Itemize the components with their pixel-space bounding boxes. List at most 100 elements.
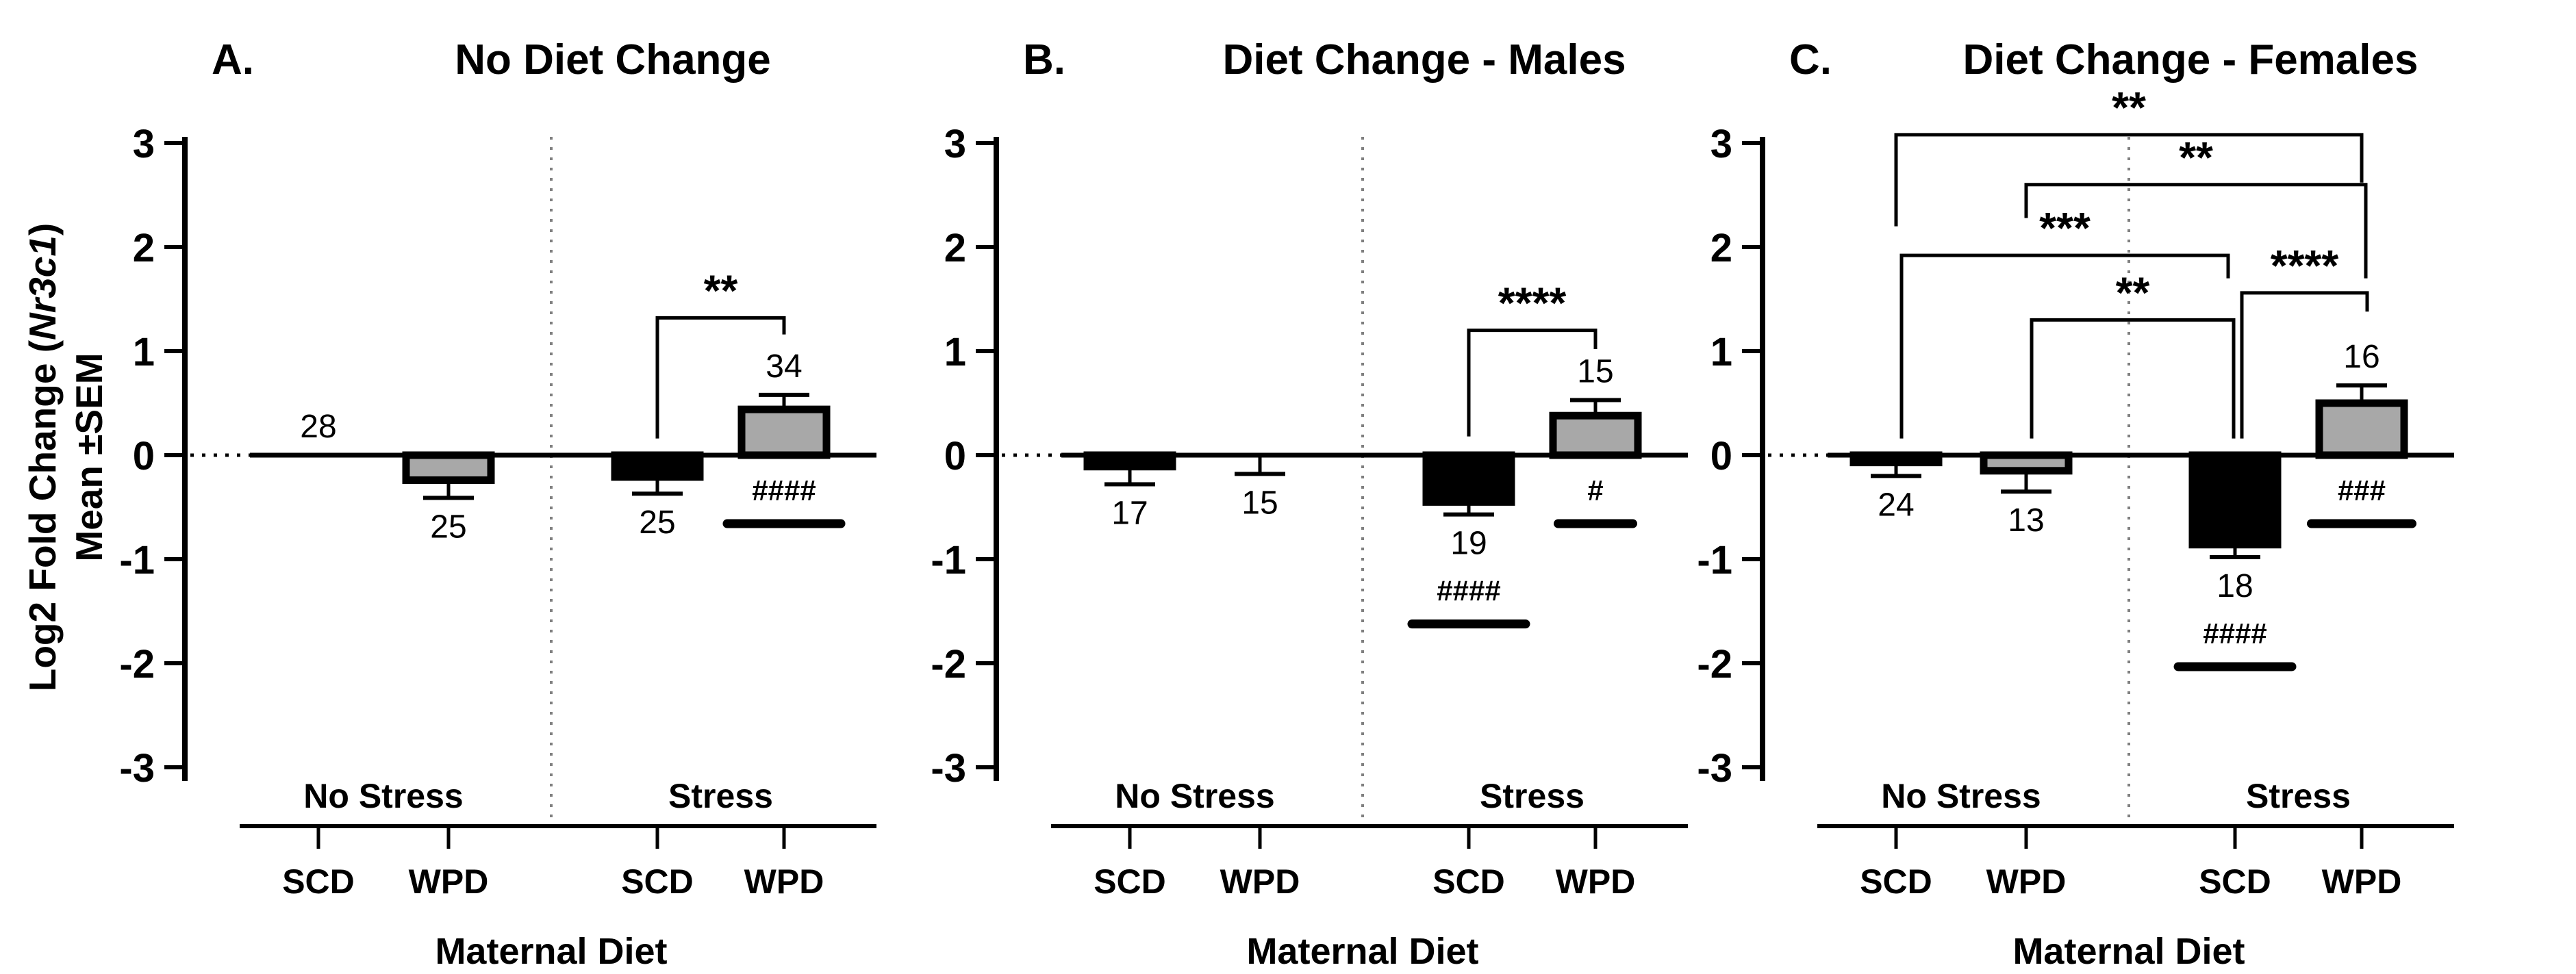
group-label-stress: Stress bbox=[2246, 777, 2351, 815]
bar-group-no-stress-scd: 17 bbox=[1083, 451, 1176, 532]
sample-size-label: 25 bbox=[430, 509, 466, 545]
bar-group-stress-wpd: 15 # bbox=[1549, 353, 1642, 528]
panel-c: C. Diet Change - Females 3 2 1 0 -1 -2 -3 24 13 18 #… bbox=[1697, 36, 2454, 972]
x-axis-label: Maternal Diet bbox=[435, 931, 667, 972]
group-label-stress: Stress bbox=[1480, 777, 1584, 815]
diet-category-label: WPD bbox=[409, 862, 489, 901]
y-tick-label: 0 bbox=[133, 434, 155, 478]
panel-title: No Diet Change bbox=[455, 36, 771, 84]
significance-asterisks: ** bbox=[2179, 133, 2213, 182]
diet-category-label: SCD bbox=[1860, 862, 1932, 901]
bar-group-no-stress-scd: 24 bbox=[1849, 451, 1943, 523]
y-tick-label: 2 bbox=[944, 226, 966, 270]
bar bbox=[1549, 411, 1642, 459]
y-axis-label-line2: Mean ±SEM bbox=[68, 353, 110, 562]
panel-title: Diet Change - Females bbox=[1963, 36, 2419, 84]
diet-category-label: SCD bbox=[282, 862, 355, 901]
sample-size-label: 15 bbox=[1241, 485, 1278, 521]
significance-bracket bbox=[2030, 318, 2236, 439]
y-tick-label: 3 bbox=[944, 122, 966, 166]
bar-group-stress-scd: 18 #### bbox=[2173, 451, 2297, 671]
group-label-stress: Stress bbox=[668, 777, 773, 815]
y-axis-label-prefix: Log2 Fold Change ( bbox=[21, 339, 64, 692]
hash-significance-marker: #### bbox=[752, 474, 816, 507]
y-tick-label: 3 bbox=[1710, 122, 1732, 166]
bar-group-stress-wpd: 16 ### bbox=[2307, 339, 2416, 528]
significance-bracket bbox=[1467, 329, 1598, 437]
sample-size-label: 19 bbox=[1450, 526, 1487, 562]
significance-bracket bbox=[655, 316, 786, 439]
panel-a: A. No Diet Change 3 2 1 0 -1 -2 -3 28 25 25 34 #### **… bbox=[119, 36, 876, 972]
diet-category-label: WPD bbox=[2322, 862, 2402, 901]
panel-letter: A. bbox=[212, 36, 254, 84]
sample-size-label: 15 bbox=[1577, 353, 1613, 389]
y-tick-label: -2 bbox=[931, 642, 966, 687]
y-tick-label: -3 bbox=[1697, 746, 1732, 791]
bar bbox=[1422, 451, 1515, 506]
significance-bracket bbox=[1899, 253, 2230, 439]
y-tick-label: 1 bbox=[944, 330, 966, 374]
y-tick-label: 0 bbox=[1710, 434, 1732, 478]
panel-letter: C. bbox=[1789, 36, 1832, 84]
panel-letter: B. bbox=[1023, 36, 1065, 84]
y-tick-label: -2 bbox=[119, 642, 155, 687]
sample-size-label: 13 bbox=[2008, 502, 2044, 539]
y-tick-label: -1 bbox=[1697, 538, 1732, 582]
y-tick-label: -3 bbox=[931, 746, 966, 791]
bar bbox=[611, 451, 704, 481]
bar bbox=[737, 405, 831, 459]
bar-group-no-stress-wpd: 13 bbox=[1980, 451, 2073, 539]
sample-size-label: 18 bbox=[2217, 568, 2253, 604]
y-tick-label: -2 bbox=[1697, 642, 1732, 687]
y-tick-label: 3 bbox=[133, 122, 155, 166]
sample-size-label: 25 bbox=[639, 504, 675, 541]
panel-title: Diet Change - Males bbox=[1222, 36, 1626, 84]
diet-category-label: SCD bbox=[2199, 862, 2271, 901]
diet-category-label: WPD bbox=[1220, 862, 1300, 901]
group-label-no-stress: No Stress bbox=[1115, 777, 1274, 815]
y-tick-label: -1 bbox=[931, 538, 966, 582]
y-tick-label: 2 bbox=[1710, 226, 1732, 270]
diet-category-label: WPD bbox=[1986, 862, 2067, 901]
bar-group-stress-scd: 25 bbox=[611, 451, 704, 541]
hash-significance-marker: # bbox=[1587, 474, 1603, 507]
sample-size-label: 34 bbox=[766, 348, 802, 385]
significance-bracket bbox=[2024, 183, 2368, 279]
hash-significance-marker: #### bbox=[1437, 575, 1500, 607]
y-tick-label: 1 bbox=[133, 330, 155, 374]
significance-bracket bbox=[2240, 291, 2369, 439]
y-tick-label: -1 bbox=[119, 538, 155, 582]
diet-category-label: SCD bbox=[1094, 862, 1166, 901]
significance-asterisks: **** bbox=[1498, 279, 1567, 328]
significance-bracket bbox=[1894, 133, 2364, 227]
diet-category-label: SCD bbox=[621, 862, 694, 901]
bar-group-no-stress-wpd: 15 bbox=[1235, 457, 1285, 521]
sample-size-label: 16 bbox=[2343, 339, 2379, 375]
y-tick-label: 2 bbox=[133, 226, 155, 270]
bar-group-no-stress-wpd: 25 bbox=[402, 451, 495, 545]
x-axis-label: Maternal Diet bbox=[2012, 931, 2245, 972]
significance-asterisks: *** bbox=[2039, 203, 2091, 253]
diet-category-label: WPD bbox=[1556, 862, 1636, 901]
bar bbox=[2315, 399, 2408, 459]
group-label-no-stress: No Stress bbox=[1881, 777, 2041, 815]
diet-category-label: SCD bbox=[1432, 862, 1505, 901]
x-axis-label: Maternal Diet bbox=[1246, 931, 1478, 972]
bar-group-stress-wpd: 34 #### bbox=[722, 348, 846, 528]
sample-size-label: 28 bbox=[300, 409, 336, 445]
y-tick-label: -3 bbox=[119, 746, 155, 791]
y-tick-label: 1 bbox=[1710, 330, 1732, 374]
sample-size-label: 24 bbox=[1878, 487, 1914, 523]
hash-significance-marker: ### bbox=[2338, 474, 2386, 507]
bar-group-no-stress-scd: 28 bbox=[300, 409, 336, 445]
y-axis-label-suffix: ) bbox=[21, 222, 64, 236]
bar bbox=[402, 451, 495, 484]
y-axis-label-gene-italic: Nr3c1 bbox=[21, 235, 64, 340]
significance-asterisks: ** bbox=[2112, 83, 2146, 132]
group-label-no-stress: No Stress bbox=[303, 777, 463, 815]
y-axis-label-line1: Log2 Fold Change (Nr3c1) bbox=[21, 223, 64, 692]
bar bbox=[1849, 451, 1943, 467]
